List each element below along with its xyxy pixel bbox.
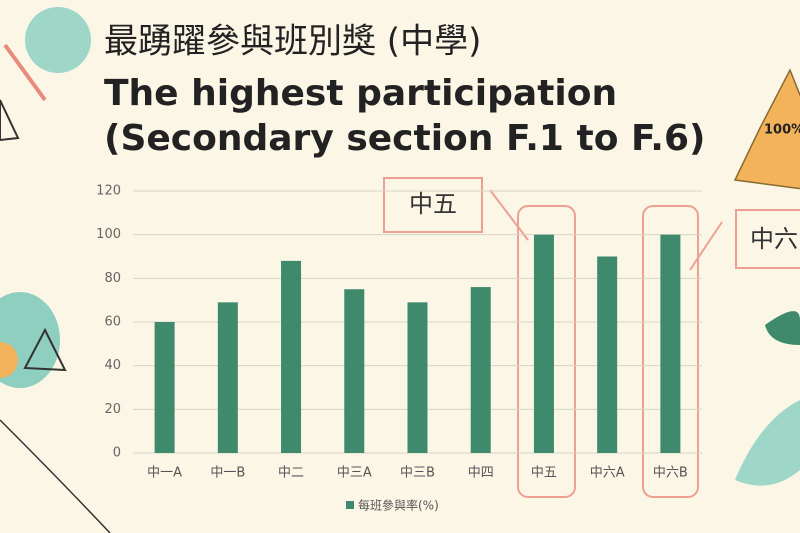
decor-circle <box>25 7 91 73</box>
bar <box>344 289 365 453</box>
decor-leaf <box>765 311 800 345</box>
x-tick-label: 中五 <box>531 466 557 481</box>
y-tick-label: 100 <box>96 227 121 242</box>
highlight-box <box>517 205 576 498</box>
x-tick-label: 中六B <box>653 466 688 481</box>
x-tick-label: 中三B <box>400 466 435 481</box>
callout-line <box>489 189 529 241</box>
callout-box <box>735 209 800 269</box>
callout-label: 中五 <box>409 190 457 218</box>
x-tick-label: 中四 <box>468 466 494 481</box>
x-tick-label: 中六A <box>590 466 625 481</box>
bar <box>217 302 238 453</box>
y-tick-label: 0 <box>113 446 121 461</box>
star-label: 100% <box>764 123 800 138</box>
decor-leaf <box>735 400 800 486</box>
bar <box>533 234 554 453</box>
bar <box>660 234 681 453</box>
legend-swatch <box>346 501 354 509</box>
legend-label: 每班參與率(%) <box>358 498 439 513</box>
subtitle: The highest participation <box>104 73 617 114</box>
y-tick-label: 20 <box>104 402 121 417</box>
bar <box>281 260 302 453</box>
callout-label: 中六 <box>750 225 798 253</box>
decor-line <box>3 43 47 102</box>
x-tick-label: 中一B <box>210 466 245 481</box>
decor-curve <box>0 419 111 533</box>
y-tick-label: 40 <box>104 358 121 373</box>
decor-triangle <box>23 327 67 372</box>
y-tick-label: 80 <box>104 271 121 286</box>
chart-title: 最踴躍參與班別獎 (中學) <box>104 22 481 62</box>
x-tick-label: 中二 <box>278 466 304 481</box>
decor-circle <box>0 342 18 378</box>
bar <box>154 322 175 453</box>
callout-line <box>689 221 723 271</box>
decor-star <box>733 68 800 190</box>
bar <box>470 287 491 453</box>
subtitle: (Secondary section F.1 to F.6) <box>104 118 705 159</box>
bar <box>597 256 618 453</box>
x-tick-label: 中一A <box>147 466 182 481</box>
y-tick-label: 60 <box>104 315 121 330</box>
callout-box <box>383 177 483 233</box>
decor-triangle <box>0 99 20 142</box>
highlight-box <box>642 205 699 498</box>
bar <box>407 302 428 453</box>
y-tick-label: 120 <box>96 184 121 199</box>
x-tick-label: 中三A <box>337 466 372 481</box>
